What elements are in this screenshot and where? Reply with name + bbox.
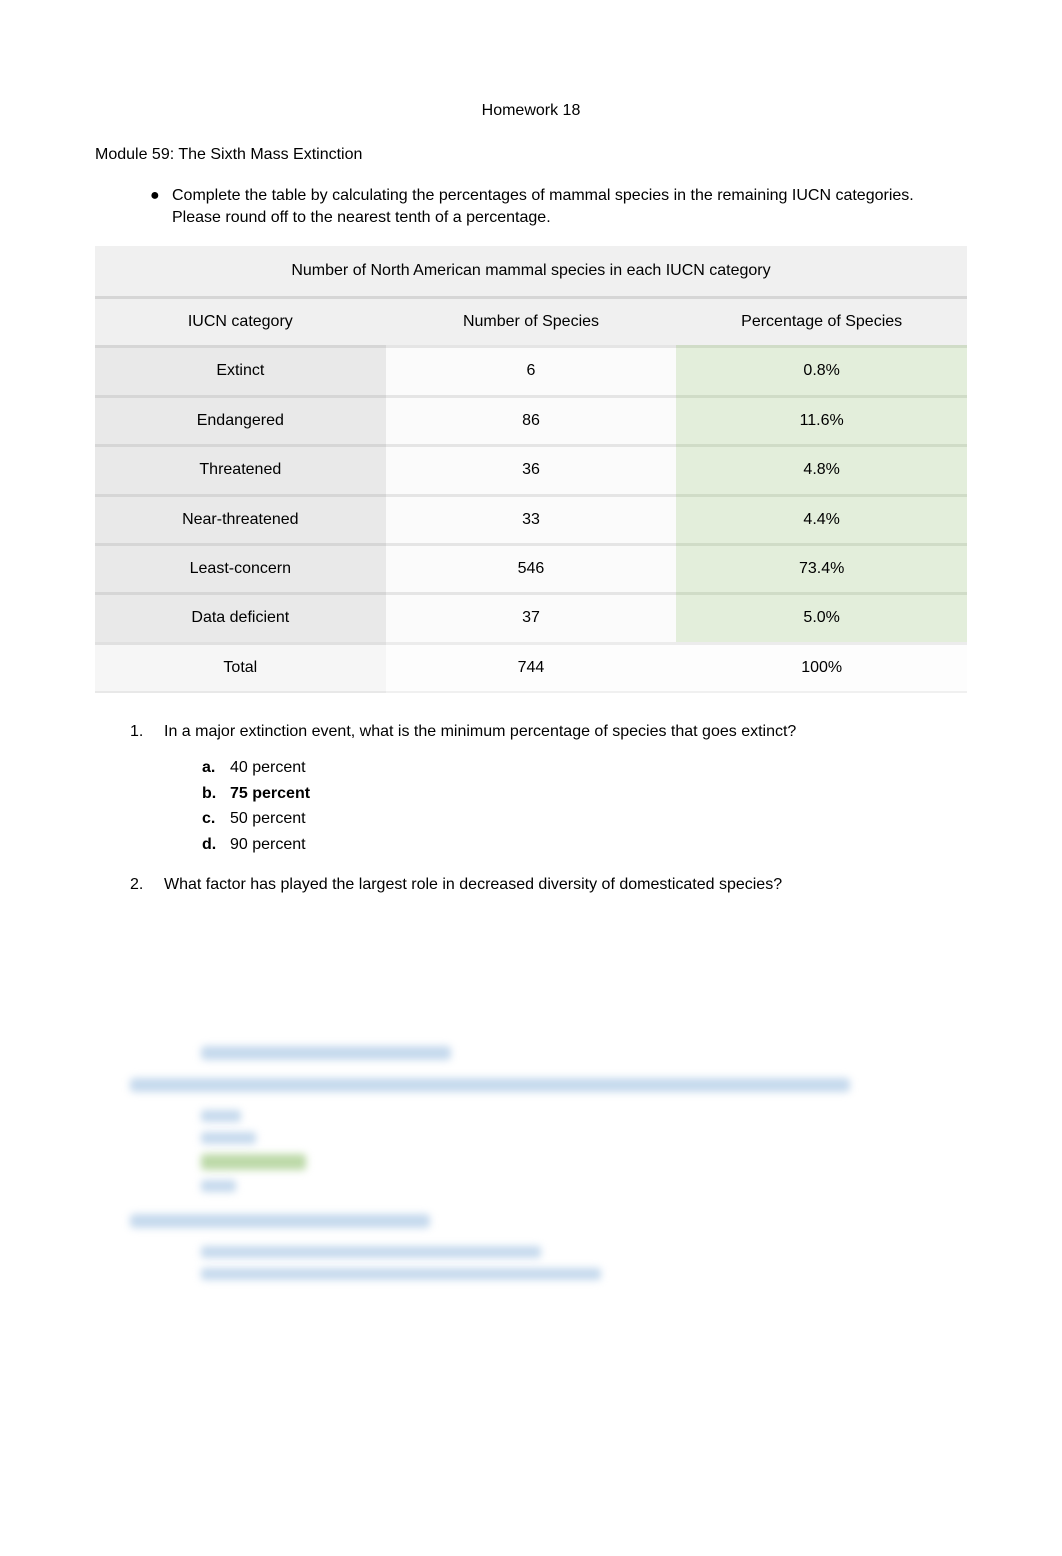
option-letter: c. xyxy=(202,808,230,830)
pct-cell: 11.6% xyxy=(676,396,967,445)
col-header-category: IUCN category xyxy=(95,297,386,346)
question-number: 2. xyxy=(130,874,164,896)
module-heading: Module 59: The Sixth Mass Extinction xyxy=(95,144,967,166)
option-text: 50 percent xyxy=(230,808,306,830)
table-caption: Number of North American mammal species … xyxy=(95,246,967,298)
table-row: Least-concern 546 73.4% xyxy=(95,544,967,593)
num-cell: 33 xyxy=(386,495,677,544)
cat-cell: Threatened xyxy=(95,446,386,495)
option-text-correct: 75 percent xyxy=(230,783,310,805)
question-text: In a major extinction event, what is the… xyxy=(164,721,967,743)
table-total-row: Total 744 100% xyxy=(95,643,967,692)
blurred-line xyxy=(201,1132,256,1144)
cat-cell: Endangered xyxy=(95,396,386,445)
table-row: Endangered 86 11.6% xyxy=(95,396,967,445)
num-cell: 86 xyxy=(386,396,677,445)
pct-cell: 73.4% xyxy=(676,544,967,593)
blurred-line xyxy=(201,1246,541,1258)
table-row: Threatened 36 4.8% xyxy=(95,446,967,495)
instruction-text: Complete the table by calculating the pe… xyxy=(172,185,967,230)
options-list: a. 40 percent b. 75 percent c. 50 percen… xyxy=(130,757,967,856)
total-number: 744 xyxy=(386,643,677,692)
pct-cell: 4.4% xyxy=(676,495,967,544)
blurred-line xyxy=(130,1214,430,1228)
question-text: What factor has played the largest role … xyxy=(164,874,967,896)
cat-cell: Least-concern xyxy=(95,544,386,593)
total-percent: 100% xyxy=(676,643,967,692)
iucn-table: Number of North American mammal species … xyxy=(95,246,967,694)
blurred-line xyxy=(130,1078,850,1092)
cat-cell: Near-threatened xyxy=(95,495,386,544)
col-header-percent: Percentage of Species xyxy=(676,297,967,346)
option-letter: a. xyxy=(202,757,230,779)
blurred-line xyxy=(201,1110,241,1122)
num-cell: 546 xyxy=(386,544,677,593)
table-row: Data deficient 37 5.0% xyxy=(95,594,967,643)
col-header-number: Number of Species xyxy=(386,297,677,346)
cat-cell: Data deficient xyxy=(95,594,386,643)
num-cell: 6 xyxy=(386,347,677,396)
option-letter: b. xyxy=(202,783,230,805)
pct-cell: 5.0% xyxy=(676,594,967,643)
num-cell: 37 xyxy=(386,594,677,643)
cat-cell: Extinct xyxy=(95,347,386,396)
blurred-line xyxy=(201,1180,236,1192)
option-text: 40 percent xyxy=(230,757,306,779)
question-number: 1. xyxy=(130,721,164,743)
blurred-line xyxy=(201,1268,601,1280)
option-letter: d. xyxy=(202,834,230,856)
pct-cell: 4.8% xyxy=(676,446,967,495)
page-title: Homework 18 xyxy=(95,100,967,122)
table-row: Near-threatened 33 4.4% xyxy=(95,495,967,544)
pct-cell: 0.8% xyxy=(676,347,967,396)
blurred-content-region xyxy=(95,1046,967,1280)
bullet-icon: ● xyxy=(150,185,172,207)
blurred-line xyxy=(201,1046,451,1060)
blurred-line-highlight xyxy=(201,1154,306,1170)
total-label: Total xyxy=(95,643,386,692)
table-row: Extinct 6 0.8% xyxy=(95,347,967,396)
num-cell: 36 xyxy=(386,446,677,495)
option-text: 90 percent xyxy=(230,834,306,856)
